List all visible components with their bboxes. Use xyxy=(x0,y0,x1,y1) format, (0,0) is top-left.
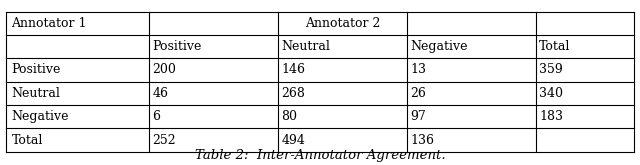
Text: 268: 268 xyxy=(282,87,305,100)
Text: Positive: Positive xyxy=(12,64,61,77)
Text: 252: 252 xyxy=(152,134,176,147)
Text: Neutral: Neutral xyxy=(12,87,60,100)
Text: 80: 80 xyxy=(282,110,298,123)
Text: 359: 359 xyxy=(540,64,563,77)
Text: Negative: Negative xyxy=(410,40,468,53)
Text: 494: 494 xyxy=(282,134,305,147)
Text: Negative: Negative xyxy=(12,110,69,123)
Text: 97: 97 xyxy=(410,110,426,123)
Text: 6: 6 xyxy=(152,110,161,123)
Text: 13: 13 xyxy=(410,64,426,77)
Text: Neutral: Neutral xyxy=(282,40,330,53)
Text: 183: 183 xyxy=(540,110,563,123)
Text: Positive: Positive xyxy=(152,40,202,53)
Text: Annotator 1: Annotator 1 xyxy=(12,17,87,30)
Text: Annotator 2: Annotator 2 xyxy=(305,17,380,30)
Text: Total: Total xyxy=(540,40,571,53)
Text: 46: 46 xyxy=(152,87,168,100)
Text: Table 2:  Inter-Annotator Agreement.: Table 2: Inter-Annotator Agreement. xyxy=(195,149,445,162)
Text: 136: 136 xyxy=(410,134,435,147)
Text: 26: 26 xyxy=(410,87,426,100)
Text: 200: 200 xyxy=(152,64,177,77)
Text: Total: Total xyxy=(12,134,43,147)
Text: 146: 146 xyxy=(282,64,305,77)
Text: 340: 340 xyxy=(540,87,563,100)
